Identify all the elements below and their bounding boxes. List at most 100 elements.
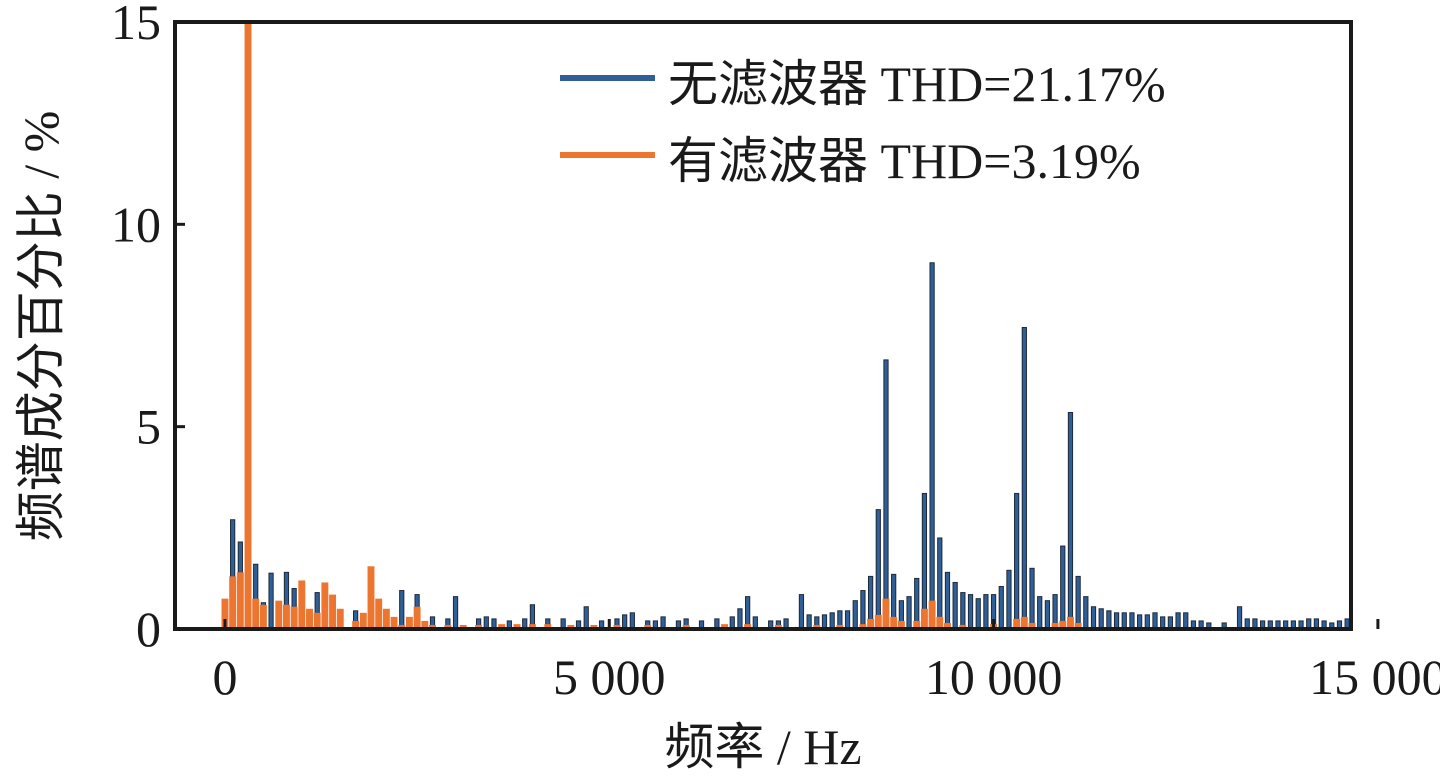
bar-series-0-86 xyxy=(1067,412,1074,630)
bar-series-0-65 xyxy=(906,596,912,630)
bar-series-0-75 xyxy=(983,594,989,630)
bar-series-1-15 xyxy=(352,620,360,629)
bar-series-1-11 xyxy=(313,612,321,629)
bar-series-1-30 xyxy=(513,624,521,629)
bar-series-0-18 xyxy=(399,590,405,630)
bar-series-0-69 xyxy=(937,537,943,630)
bar-series-1-39 xyxy=(744,624,752,629)
bar-series-1-59 xyxy=(1051,622,1059,629)
bar-series-0-93 xyxy=(1121,612,1127,630)
bar-series-0-92 xyxy=(1113,612,1120,630)
bar-series-1-13 xyxy=(329,594,337,629)
bar-series-0-88 xyxy=(1083,596,1089,630)
y-tick-label-2: 10 xyxy=(111,196,161,252)
bar-series-1-28 xyxy=(475,624,483,629)
bar-series-0-81 xyxy=(1029,567,1035,630)
bar-series-0-73 xyxy=(967,594,974,630)
bar-series-1-54 xyxy=(959,624,967,629)
bar-series-0-45 xyxy=(737,608,743,630)
bar-series-0-85 xyxy=(1060,545,1066,630)
bar-series-1-0 xyxy=(221,598,229,629)
bar-series-1-18 xyxy=(375,598,383,629)
bar-series-1-23 xyxy=(413,606,421,629)
bar-series-1-16 xyxy=(359,612,367,629)
bar-series-1-9 xyxy=(298,580,306,629)
bar-series-0-71 xyxy=(952,581,958,630)
bar-series-1-49 xyxy=(913,620,921,629)
bar-series-0-57 xyxy=(844,610,851,630)
bar-series-0-91 xyxy=(1106,610,1112,630)
bar-series-0-106 xyxy=(1236,606,1243,630)
bar-series-0-59 xyxy=(860,590,866,630)
x-tick-label-2: 10 000 xyxy=(925,649,1063,705)
bar-series-1-34 xyxy=(590,624,598,629)
bar-series-0-83 xyxy=(1044,600,1051,630)
bar-series-1-20 xyxy=(390,616,398,629)
bar-series-1-43 xyxy=(859,624,867,629)
bar-series-0-72 xyxy=(960,592,966,630)
bar-series-0-32 xyxy=(583,606,589,630)
legend-label-no-filter: 无滤波器 THD=21.17% xyxy=(668,56,1166,112)
bar-series-0-58 xyxy=(852,600,858,630)
bar-series-0-67 xyxy=(921,492,928,630)
bar-series-0-78 xyxy=(1006,569,1012,630)
bar-series-1-57 xyxy=(1020,616,1028,629)
bar-series-1-56 xyxy=(1013,618,1021,629)
bar-series-1-25 xyxy=(429,624,436,629)
bar-series-1-35 xyxy=(613,624,621,629)
bar-series-1-31 xyxy=(528,624,536,629)
bar-series-1-32 xyxy=(544,624,552,629)
y-tick-label-1: 5 xyxy=(136,399,161,455)
bar-series-1-17 xyxy=(367,566,375,629)
bar-series-1-12 xyxy=(321,582,329,629)
bar-series-1-2 xyxy=(236,572,244,629)
bar-series-0-68 xyxy=(929,262,935,630)
bar-series-0-89 xyxy=(1090,606,1097,630)
bar-series-1-51 xyxy=(928,600,936,629)
bar-series-0-79 xyxy=(1014,492,1020,630)
bar-series-1-60 xyxy=(1059,620,1067,629)
bar-series-1-24 xyxy=(421,620,429,629)
bar-series-1-38 xyxy=(721,624,729,629)
bar-series-1-52 xyxy=(936,616,944,629)
bar-series-0-36 xyxy=(629,612,635,630)
bar-series-1-6 xyxy=(275,600,283,629)
bar-series-1-45 xyxy=(874,614,882,629)
bar-series-0-54 xyxy=(821,614,828,630)
bar-series-1-46 xyxy=(882,598,890,629)
plot-frame xyxy=(173,20,1353,631)
bar-series-0-74 xyxy=(975,598,981,630)
bar-series-0-82 xyxy=(1037,596,1043,630)
bar-series-1-29 xyxy=(498,624,506,629)
bar-series-1-4 xyxy=(252,598,260,629)
bar-series-0-62 xyxy=(883,359,889,630)
bar-series-1-22 xyxy=(405,616,413,629)
bar-series-1-3 xyxy=(244,22,252,629)
bar-series-1-7 xyxy=(282,604,290,629)
bar-series-0-94 xyxy=(1129,612,1135,630)
bar-series-0-90 xyxy=(1098,608,1104,630)
bar-series-1-53 xyxy=(944,622,951,629)
bar-series-1-47 xyxy=(890,616,898,629)
x-axis-title: 频率 / Hz xyxy=(664,719,861,775)
bar-series-1-36 xyxy=(644,624,652,629)
x-tick-label-0: 0 xyxy=(212,649,237,705)
bar-series-1-42 xyxy=(836,624,844,629)
bar-series-1-62 xyxy=(1074,622,1082,629)
bar-series-1-19 xyxy=(382,608,390,629)
bar-series-0-87 xyxy=(1075,575,1081,630)
tick-layer: 0 5 000 10 000 15 000 0 5 10 15 xyxy=(111,0,1440,705)
bar-series-0-101 xyxy=(1183,612,1189,630)
bar-series-1-58 xyxy=(1028,622,1036,629)
y-tick-label-3: 15 xyxy=(111,0,161,50)
bar-series-1-5 xyxy=(259,604,267,629)
legend: 无滤波器 THD=21.17% 有滤波器 THD=3.19% xyxy=(560,56,1166,189)
bar-series-1-37 xyxy=(682,624,690,629)
bar-series-1-8 xyxy=(290,606,298,629)
bar-series-0-61 xyxy=(875,509,881,630)
x-tick-label-1: 5 000 xyxy=(553,649,666,705)
bar-series-1-48 xyxy=(897,620,905,629)
bar-series-1-14 xyxy=(336,608,344,629)
bar-series-1-10 xyxy=(306,608,313,629)
bar-series-1-1 xyxy=(229,576,237,629)
